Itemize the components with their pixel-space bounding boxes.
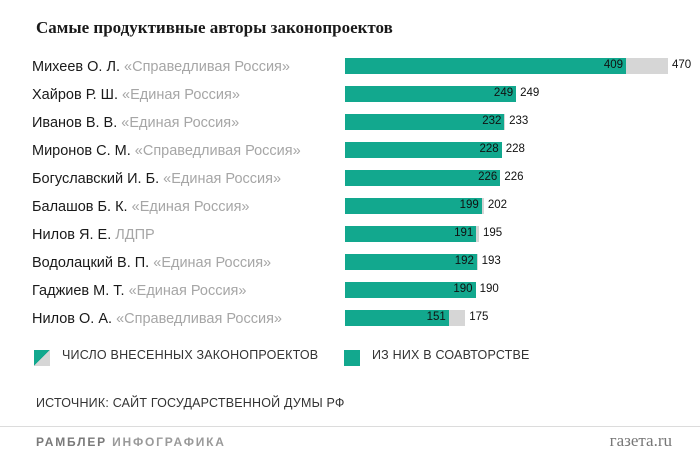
chart-row: Хайров Р. Ш. «Единая Россия» 249 249 [0, 82, 700, 110]
bar-coauthored [345, 142, 502, 158]
brand-light: ИНФОГРАФИКА [112, 435, 226, 449]
author-name: Гаджиев М. Т. [32, 283, 125, 299]
author-label: Водолацкий В. П. «Единая Россия» [32, 255, 271, 271]
value-total: 195 [483, 227, 503, 239]
value-coauthored: 199 [459, 199, 479, 211]
author-name: Миронов С. М. [32, 143, 131, 159]
value-total: 470 [672, 59, 692, 71]
author-name: Хайров Р. Ш. [32, 87, 119, 103]
author-party: «Единая Россия» [131, 199, 250, 215]
value-coauthored: 151 [426, 311, 446, 323]
bar-coauthored [345, 282, 476, 298]
brand-bold: РАМБЛЕР [36, 435, 107, 449]
value-total: 233 [509, 115, 529, 127]
value-total: 226 [504, 171, 524, 183]
value-total: 228 [505, 143, 525, 155]
value-coauthored: 232 [482, 115, 502, 127]
site-logo: газета.ru [609, 431, 672, 450]
value-total: 249 [520, 87, 540, 99]
legend-swatch-coauthored [344, 350, 360, 366]
value-coauthored: 249 [493, 87, 514, 99]
author-party: «Единая Россия» [128, 283, 247, 299]
author-label: Богуславский И. Б. «Единая Россия» [32, 171, 281, 187]
value-coauthored: 190 [453, 283, 473, 295]
bar-coauthored [345, 170, 501, 186]
author-name: Балашов Б. К. [32, 199, 128, 215]
chart-row: Нилов Я. Е. ЛДПР 191 195 [0, 222, 700, 250]
author-name: Нилов О. А. [32, 311, 113, 327]
value-total: 202 [487, 199, 507, 211]
legend-swatch-total [34, 350, 50, 366]
author-name: Нилов Я. Е. [32, 227, 112, 243]
author-party: «Единая Россия» [163, 171, 282, 187]
value-coauthored: 192 [454, 255, 474, 267]
author-label: Гаджиев М. Т. «Единая Россия» [32, 283, 246, 299]
chart-row: Богуславский И. Б. «Единая Россия» 226 226 [0, 166, 700, 194]
author-label: Миронов С. М. «Справедливая Россия» [32, 143, 301, 159]
author-name: Иванов В. В. [32, 115, 118, 131]
author-label: Хайров Р. Ш. «Единая Россия» [32, 87, 240, 103]
author-label: Нилов О. А. «Справедливая Россия» [32, 311, 282, 327]
value-total: 193 [481, 255, 501, 267]
source-note: ИСТОЧНИК: САЙТ ГОСУДАРСТВЕННОЙ ДУМЫ РФ [36, 396, 345, 410]
bar-coauthored [345, 114, 505, 130]
footer-brand: РАМБЛЕР ИНФОГРАФИКА [36, 435, 226, 449]
author-name: Михеев О. Л. [32, 59, 121, 75]
author-name: Водолацкий В. П. [32, 255, 150, 271]
author-party: «Справедливая Россия» [134, 143, 301, 159]
chart-row: Водолацкий В. П. «Единая Россия» 192 193 [0, 250, 700, 278]
author-label: Михеев О. Л. «Справедливая Россия» [32, 59, 290, 75]
value-total: 190 [479, 283, 499, 295]
chart-row: Михеев О. Л. «Справедливая Россия» 409 470 [0, 54, 700, 82]
bar-coauthored [345, 58, 627, 74]
author-name: Богуславский И. Б. [32, 171, 160, 187]
author-party: «Единая Россия» [153, 255, 272, 271]
bar-coauthored [345, 254, 477, 270]
footer-divider [0, 426, 700, 427]
value-coauthored: 228 [479, 143, 499, 155]
legend-label-total: ЧИСЛО ВНЕСЕННЫХ ЗАКОНОПРОЕКТОВ [62, 348, 319, 362]
author-label: Иванов В. В. «Единая Россия» [32, 115, 239, 131]
value-total: 175 [469, 311, 489, 323]
value-coauthored: 191 [454, 227, 474, 239]
value-coauthored: 226 [478, 171, 498, 183]
bar-coauthored [345, 310, 449, 326]
chart-row: Миронов С. М. «Справедливая Россия» 228 22… [0, 138, 700, 166]
bar-coauthored [345, 198, 482, 214]
author-label: Балашов Б. К. «Единая Россия» [32, 199, 250, 215]
author-party: «Справедливая Россия» [124, 59, 290, 75]
bar-coauthored [345, 226, 477, 242]
chart-row: Иванов В. В. «Единая Россия» 232 233 [0, 110, 700, 138]
value-coauthored: 409 [603, 59, 624, 71]
author-party: «Единая Россия» [122, 87, 240, 103]
author-party: ЛДПР [115, 227, 155, 243]
chart-row: Балашов Б. К. «Единая Россия» 199 202 [0, 194, 700, 222]
legend-label-coauthored: ИЗ НИХ В СОАВТОРСТВЕ [372, 348, 530, 362]
chart-row: Гаджиев М. Т. «Единая Россия» 190 190 [0, 278, 700, 306]
chart-row: Нилов О. А. «Справедливая Россия» 151 175 [0, 306, 700, 334]
author-party: «Справедливая Россия» [116, 311, 282, 327]
author-label: Нилов Я. Е. ЛДПР [32, 227, 155, 243]
chart-title: Самые продуктивные авторы законопроектов [36, 18, 393, 37]
bar-coauthored [345, 86, 517, 102]
author-party: «Единая Россия» [121, 115, 240, 131]
